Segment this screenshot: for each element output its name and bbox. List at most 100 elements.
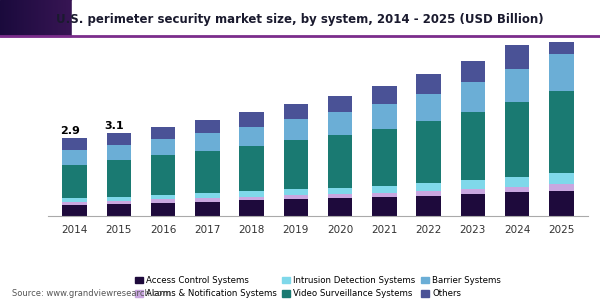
Bar	[239, 191, 264, 197]
Bar	[151, 195, 175, 200]
Bar	[10, 0, 11, 36]
Bar	[15, 0, 16, 36]
Bar	[32, 0, 33, 36]
Bar	[55, 0, 56, 36]
Legend: Access Control Systems, Alarms & Notification Systems, Intrusion Detection Syste: Access Control Systems, Alarms & Notific…	[131, 272, 505, 300]
Bar	[239, 127, 264, 146]
Bar	[14, 0, 15, 36]
Bar	[461, 61, 485, 82]
Bar	[62, 165, 87, 198]
Bar	[5, 0, 6, 36]
Bar	[33, 0, 34, 36]
Bar	[461, 180, 485, 189]
Bar	[505, 192, 529, 216]
Bar	[505, 102, 529, 177]
Bar	[107, 201, 131, 204]
Bar	[107, 160, 131, 197]
Text: Source: www.grandviewresearch.com: Source: www.grandviewresearch.com	[12, 290, 170, 298]
Bar	[16, 0, 17, 36]
Bar	[372, 104, 397, 129]
Bar	[372, 186, 397, 193]
Bar	[62, 150, 87, 165]
Bar	[71, 0, 72, 36]
Text: U.S. perimeter security market size, by system, 2014 - 2025 (USD Billion): U.S. perimeter security market size, by …	[56, 13, 544, 26]
Bar	[151, 200, 175, 202]
Bar	[8, 0, 10, 36]
Bar	[41, 0, 42, 36]
Bar	[62, 205, 87, 216]
Bar	[66, 0, 67, 36]
Bar	[51, 0, 52, 36]
Bar	[21, 0, 22, 36]
Bar	[17, 0, 18, 36]
Bar	[22, 0, 23, 36]
Bar	[48, 0, 49, 36]
Bar	[549, 91, 574, 173]
Bar	[195, 151, 220, 193]
Bar	[328, 112, 352, 135]
Bar	[49, 0, 50, 36]
Bar	[107, 197, 131, 201]
Bar	[151, 139, 175, 155]
Text: 2.9: 2.9	[61, 126, 80, 136]
Bar	[6, 0, 7, 36]
Bar	[151, 155, 175, 195]
Bar	[328, 194, 352, 198]
Bar	[461, 194, 485, 216]
Bar	[19, 0, 20, 36]
Bar	[151, 127, 175, 139]
Bar	[28, 0, 29, 36]
Bar	[34, 0, 35, 36]
Bar	[416, 74, 441, 94]
Bar	[239, 200, 264, 216]
Bar	[461, 112, 485, 180]
Bar	[25, 0, 26, 36]
Bar	[3, 0, 4, 36]
Bar	[62, 138, 87, 150]
Bar	[7, 0, 8, 36]
Bar	[505, 187, 529, 192]
Bar	[372, 129, 397, 186]
Bar	[505, 68, 529, 102]
Bar	[107, 133, 131, 145]
Bar	[58, 0, 59, 36]
Bar	[372, 197, 397, 216]
Bar	[284, 140, 308, 190]
Bar	[195, 202, 220, 216]
Bar	[23, 0, 24, 36]
Bar	[40, 0, 41, 36]
Bar	[54, 0, 55, 36]
Bar	[47, 0, 48, 36]
Bar	[38, 0, 39, 36]
Bar	[328, 198, 352, 216]
Bar	[62, 202, 87, 205]
Bar	[284, 119, 308, 140]
Bar	[62, 0, 64, 36]
Bar	[13, 0, 14, 36]
Bar	[60, 0, 61, 36]
Bar	[39, 0, 40, 36]
Bar	[416, 183, 441, 191]
Bar	[43, 0, 44, 36]
Bar	[195, 198, 220, 202]
Text: 3.1: 3.1	[104, 121, 124, 131]
Bar	[24, 0, 25, 36]
Bar	[505, 45, 529, 68]
Bar	[65, 0, 66, 36]
Bar	[53, 0, 54, 36]
Bar	[0, 0, 1, 36]
Bar	[35, 0, 36, 36]
Bar	[67, 0, 68, 36]
Bar	[2, 0, 3, 36]
Bar	[549, 190, 574, 216]
Bar	[372, 193, 397, 197]
Bar	[50, 0, 51, 36]
Bar	[59, 0, 60, 36]
Bar	[52, 0, 53, 36]
Bar	[328, 188, 352, 194]
Bar	[416, 191, 441, 196]
Bar	[70, 0, 71, 36]
Bar	[26, 0, 28, 36]
Bar	[18, 0, 19, 36]
Bar	[44, 0, 46, 36]
